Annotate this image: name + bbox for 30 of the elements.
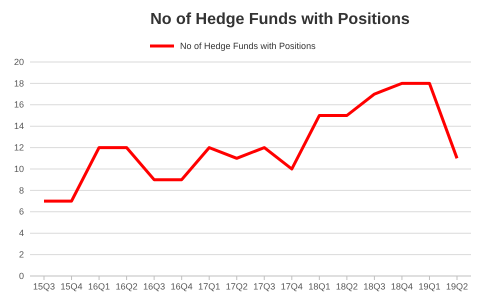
x-tick-label: 16Q3 [143,281,166,292]
x-tick-label: 18Q3 [363,281,386,292]
x-tick-label: 16Q1 [88,281,110,292]
x-tick-label: 19Q1 [418,281,440,292]
x-tick-label: 16Q4 [170,281,193,292]
x-tick-label: 19Q2 [446,281,468,292]
y-tick-label: 4 [18,228,24,238]
y-tick-label: 6 [18,206,24,217]
x-tick-label: 18Q2 [336,281,358,292]
x-tick-label: 15Q4 [60,281,83,292]
y-tick-label: 8 [18,185,24,196]
x-tick-label: 17Q3 [253,281,276,292]
y-tick-label: 14 [14,121,24,132]
y-tick-label: 18 [14,78,24,88]
y-tick-label: 12 [14,142,24,152]
line-series [42,82,458,203]
x-tick-label: 18Q1 [308,281,330,292]
x-tick-label: 18Q4 [390,281,413,292]
y-tick-label: 10 [14,164,24,174]
x-tick-label: 15Q3 [32,281,56,292]
x-tick-label: 17Q2 [226,281,248,292]
x-tick-label: 17Q4 [280,281,303,292]
x-tick-label: 16Q2 [116,281,138,292]
chart-title: No of Hedge Funds with Positions [150,11,410,28]
y-tick-label: 2 [18,249,24,260]
x-tick-label: 17Q1 [198,281,220,292]
y-tick-label: 0 [18,270,24,281]
y-tick-label: 16 [14,100,24,110]
legend-label: No of Hedge Funds with Positions [180,41,316,51]
y-tick-label: 20 [14,56,24,67]
